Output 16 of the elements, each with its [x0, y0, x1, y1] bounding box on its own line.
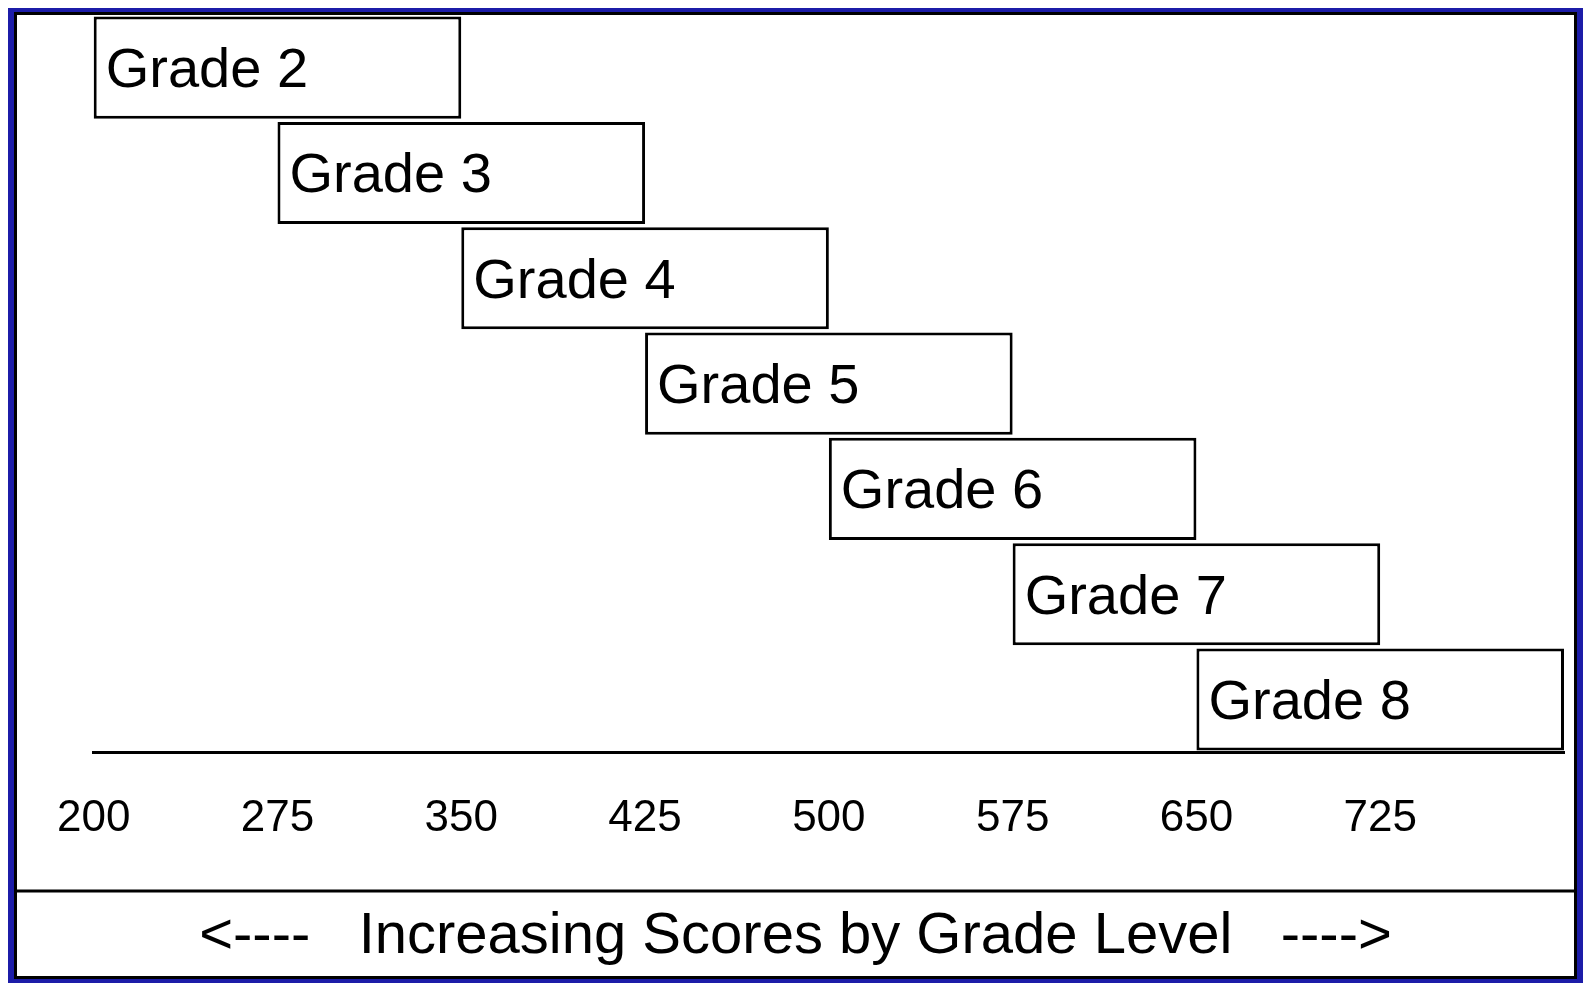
y-tick-label: Grade 7: [1024, 562, 1227, 626]
y-tick-label: Grade 5: [657, 352, 860, 416]
x-axis-title: <---- Increasing Scores by Grade Level ---->: [198, 899, 1393, 967]
x-tick-label: 275: [240, 790, 315, 840]
x-tick-label: 500: [792, 790, 866, 840]
x-tick-label: 650: [1159, 790, 1234, 840]
x-tick-label: 200: [57, 790, 131, 840]
y-tick-label: Grade 3: [289, 141, 492, 205]
y-tick-label: Grade 4: [473, 246, 676, 310]
x-tick-label: 350: [424, 790, 498, 840]
x-tick-label: 725: [1343, 790, 1417, 840]
y-tick-label: Grade 8: [1208, 667, 1411, 731]
y-tick-label: Grade 2: [105, 36, 309, 100]
x-tick-label: 575: [975, 790, 1050, 840]
x-tick-label: 425: [608, 790, 682, 840]
y-tick-label: Grade 6: [840, 457, 1044, 521]
